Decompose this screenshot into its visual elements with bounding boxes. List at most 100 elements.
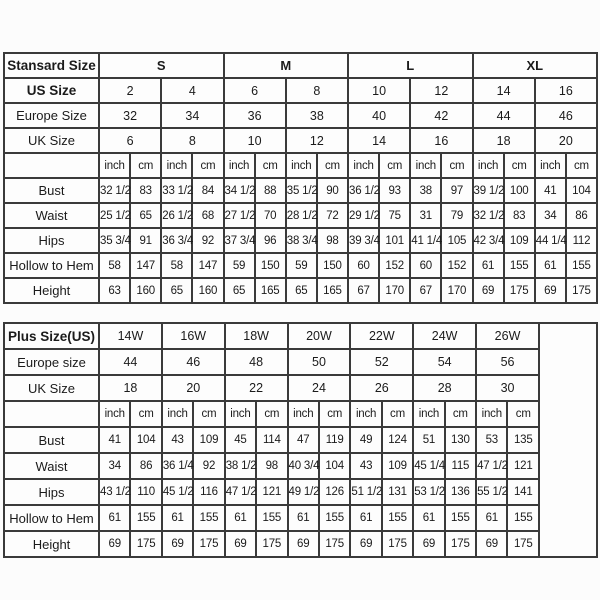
table-cell: 22W	[349, 322, 415, 350]
table-cell: inch	[533, 152, 567, 179]
table-cell: 160	[129, 277, 163, 304]
table-cell: 12	[409, 77, 474, 104]
table-cell: 38 1/2	[223, 452, 258, 480]
table-cell: 8	[284, 77, 350, 104]
table-cell: 38	[409, 177, 443, 204]
table-cell: 70	[253, 202, 287, 229]
table-cell: 175	[564, 277, 599, 304]
table-cell: 109	[380, 452, 415, 480]
table-cell: 43	[160, 426, 195, 454]
table-cell: 61	[349, 504, 383, 532]
table-cell: 68	[191, 202, 225, 229]
table-cell: S	[98, 52, 225, 79]
table-cell: 69	[349, 530, 383, 558]
table-cell: 53 1/2	[412, 478, 446, 506]
table-row: inch cm inch cm inch cm inch cm inch cm inch cm inch…	[3, 400, 597, 428]
table-row: Bust 32 1/2 83 33 1/2 84 34 1/2 88 35 1/2 90 36 1…	[3, 177, 599, 204]
row-label: Bust	[3, 426, 100, 454]
table-cell: inch	[160, 152, 194, 179]
table-cell: 175	[129, 530, 163, 558]
table-row: UK Size 6 8 10 12 14 16 18 20	[3, 127, 599, 154]
table-cell: 8	[160, 127, 225, 154]
table-cell: 136	[443, 478, 478, 506]
table-cell: 155	[443, 504, 478, 532]
table-cell: cm	[255, 400, 289, 428]
table-cell: 49 1/2	[286, 478, 320, 506]
table-cell: 51 1/2	[349, 478, 383, 506]
table-cell: 45 1/2	[160, 478, 195, 506]
table-cell: 41 1/4	[409, 227, 443, 254]
table-cell: inch	[97, 152, 132, 179]
table-cell: 28	[412, 374, 478, 402]
table-cell: 72	[315, 202, 350, 229]
table-cell: 35 1/2	[284, 177, 318, 204]
table-cell: 155	[380, 504, 415, 532]
table-cell: 119	[317, 426, 352, 454]
table-cell: 121	[255, 478, 289, 506]
table-cell: 109	[502, 227, 536, 254]
table-cell: 65	[160, 277, 194, 304]
table-cell: 67	[346, 277, 381, 304]
table-cell: XL	[471, 52, 598, 79]
table-cell: cm	[506, 400, 540, 428]
row-label: Stansard Size	[3, 52, 100, 79]
table-cell: 37 3/4	[222, 227, 256, 254]
table-cell: 61	[412, 504, 446, 532]
table-cell: 93	[378, 177, 412, 204]
row-label: UK Size	[3, 374, 100, 402]
table-cell: 41	[533, 177, 567, 204]
table-cell: 59	[284, 252, 318, 279]
empty-cell	[538, 322, 598, 558]
table-cell: 38	[284, 102, 350, 129]
table-cell: 18	[98, 374, 163, 402]
table-cell: 61	[223, 504, 258, 532]
table-cell: 60	[409, 252, 443, 279]
table-cell: 69	[471, 277, 505, 304]
table-cell: inch	[475, 400, 509, 428]
table-cell: 155	[255, 504, 289, 532]
table-cell: 90	[315, 177, 350, 204]
table-cell: 83	[129, 177, 163, 204]
table-cell: inch	[349, 400, 383, 428]
row-label: Plus Size(US)	[3, 322, 100, 350]
table-cell: 100	[502, 177, 536, 204]
row-label: Hollow to Hem	[3, 252, 100, 279]
table-cell: 84	[191, 177, 225, 204]
table-cell: 44	[471, 102, 536, 129]
row-label: US Size	[3, 77, 100, 104]
table-cell: 165	[253, 277, 287, 304]
row-label: Height	[3, 530, 100, 558]
table-cell: 32	[97, 102, 163, 129]
table-cell: 69	[533, 277, 567, 304]
table-cell: 41	[97, 426, 132, 454]
table-cell: 45	[223, 426, 258, 454]
table-row: Hips 43 1/2 110 45 1/2 116 47 1/2 121 49 1/2 126…	[3, 478, 597, 506]
table-cell: 43 1/2	[97, 478, 132, 506]
table-cell: 110	[129, 478, 163, 506]
table-cell: 40 3/4	[286, 452, 320, 480]
table-cell: 175	[317, 530, 352, 558]
table-cell: 69	[223, 530, 258, 558]
table-cell: 150	[315, 252, 350, 279]
table-cell: 36 1/4	[160, 452, 195, 480]
table-cell: 47	[286, 426, 320, 454]
table-cell: 175	[502, 277, 536, 304]
table-cell: 14	[471, 77, 536, 104]
table-cell: 16	[533, 77, 599, 104]
table-cell: cm	[129, 152, 163, 179]
table-row: Height 69 175 69 175 69 175 69 175 69 175 69 175 69 17…	[3, 530, 597, 558]
table-cell: 86	[129, 452, 163, 480]
table-cell: 155	[317, 504, 352, 532]
table-cell: 175	[443, 530, 478, 558]
table-cell: 155	[129, 504, 163, 532]
table-cell: 69	[412, 530, 446, 558]
table-cell: 28 1/2	[284, 202, 318, 229]
table-cell: 18	[471, 127, 536, 154]
table-cell: 6	[97, 127, 163, 154]
table-cell: 131	[380, 478, 415, 506]
table-cell: 86	[564, 202, 599, 229]
table-cell: 55 1/2	[475, 478, 509, 506]
table-cell: inch	[409, 152, 443, 179]
table-cell: 18W	[223, 322, 289, 350]
table-cell: 46	[160, 348, 226, 376]
